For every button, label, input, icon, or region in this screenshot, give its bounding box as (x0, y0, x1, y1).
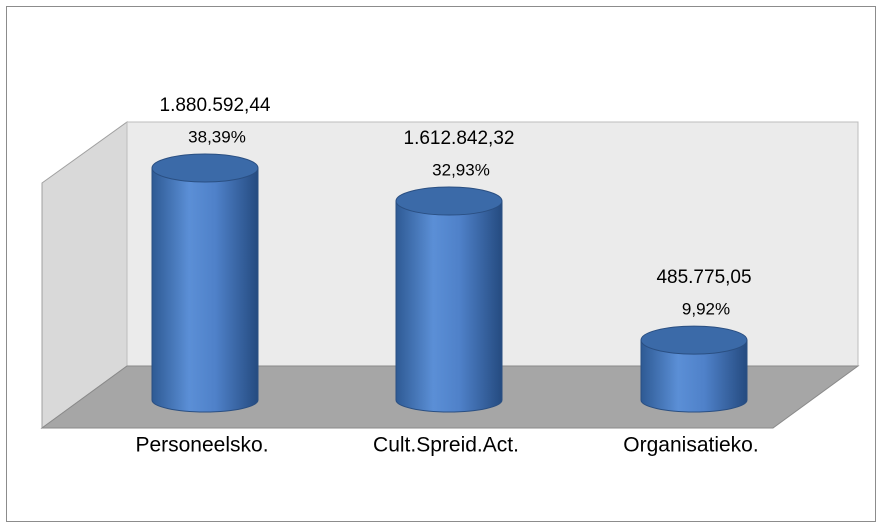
x-tick-label: Organisatieko. (623, 434, 758, 457)
cylinder-top (151, 153, 259, 183)
cylinder-top (395, 186, 503, 216)
cylinder-top (640, 325, 748, 355)
cylinder (151, 167, 259, 413)
percentage-label: 38,39% (188, 127, 246, 146)
x-tick-label: Cult.Spreid.Act. (373, 434, 519, 457)
value-label: 485.775,05 (656, 267, 751, 288)
cylinder (395, 200, 503, 413)
percentage-label: 32,93% (432, 161, 490, 180)
cylinder (640, 339, 748, 413)
x-tick-label: Personeelsko. (135, 434, 268, 457)
value-label: 1.880.592,44 (160, 95, 271, 116)
value-label: 1.612.842,32 (404, 128, 515, 149)
percentage-label: 9,92% (682, 300, 730, 319)
